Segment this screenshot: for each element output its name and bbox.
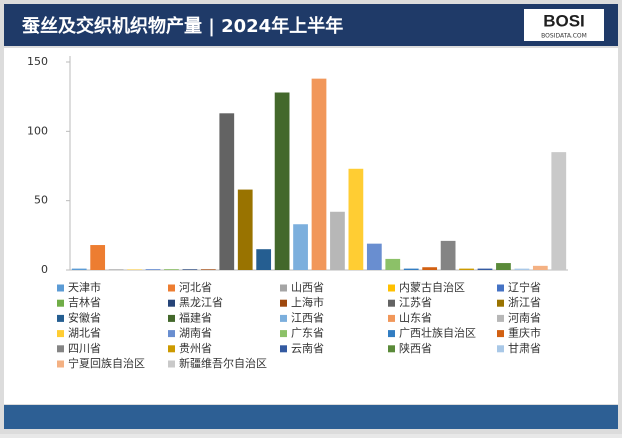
legend-label: 贵州省: [179, 342, 212, 355]
legend-swatch: [497, 315, 504, 322]
bar: [459, 269, 474, 270]
footer-band: [4, 405, 618, 429]
bar: [256, 249, 271, 270]
legend-label: 重庆市: [508, 326, 541, 340]
legend-label: 福建省: [179, 310, 212, 324]
legend-label: 辽宁省: [508, 280, 541, 294]
legend-swatch: [280, 285, 287, 292]
bar: [312, 79, 327, 270]
legend-swatch: [388, 315, 395, 322]
bar: [441, 241, 456, 270]
legend-swatch: [388, 345, 395, 352]
y-tick-label: 0: [41, 263, 48, 276]
bar: [238, 190, 253, 270]
legend-swatch: [388, 300, 395, 307]
legend-label: 上海市: [291, 295, 324, 309]
bar: [109, 269, 124, 270]
bar: [293, 224, 308, 270]
legend-swatch: [57, 345, 64, 352]
legend-label: 广东省: [291, 327, 324, 340]
legend-label: 湖南省: [179, 327, 212, 340]
bar: [551, 152, 566, 270]
bar: [422, 267, 437, 270]
legend-swatch: [497, 300, 504, 307]
legend-label: 河南省: [508, 311, 541, 324]
legend-swatch: [168, 285, 175, 292]
legend-swatch: [57, 330, 64, 337]
bar: [478, 269, 493, 270]
bar: [349, 169, 364, 270]
legend-label: 安徽省: [68, 310, 101, 324]
legend-swatch: [388, 285, 395, 292]
legend-swatch: [280, 330, 287, 337]
y-tick-label: 100: [27, 124, 48, 137]
legend-swatch: [57, 315, 64, 322]
bar: [90, 245, 105, 270]
bar: [496, 263, 511, 270]
bar: [385, 259, 400, 270]
legend-label: 黑龙江省: [179, 296, 223, 309]
bar: [146, 269, 161, 270]
legend-swatch: [168, 315, 175, 322]
logo: BOSI: [543, 11, 585, 30]
legend-label: 云南省: [291, 342, 324, 355]
legend-swatch: [168, 300, 175, 307]
legend-label: 江西省: [291, 311, 324, 324]
bar: [330, 212, 345, 270]
legend-swatch: [57, 361, 64, 368]
y-tick-label: 50: [34, 194, 48, 207]
logo-sub: BOSIDATA.COM: [541, 33, 587, 40]
legend-label: 广西壮族自治区: [399, 326, 476, 340]
bar: [515, 269, 530, 270]
legend-swatch: [497, 330, 504, 337]
legend-swatch: [497, 345, 504, 352]
legend-label: 河北省: [179, 281, 212, 294]
legend-swatch: [280, 315, 287, 322]
legend-swatch: [280, 345, 287, 352]
legend-label: 山西省: [291, 281, 324, 294]
bar: [275, 93, 290, 270]
bar: [201, 269, 216, 270]
legend-swatch: [280, 300, 287, 307]
bar: [219, 113, 234, 270]
legend-swatch: [168, 361, 175, 368]
legend-label: 新疆维吾尔自治区: [179, 356, 267, 370]
legend-label: 湖北省: [68, 327, 101, 340]
legend-label: 四川省: [68, 342, 101, 355]
legend-swatch: [388, 330, 395, 337]
legend-label: 宁夏回族自治区: [68, 356, 145, 370]
bar: [164, 269, 179, 270]
legend-swatch: [168, 330, 175, 337]
legend-label: 浙江省: [508, 296, 541, 309]
bar: [404, 269, 419, 270]
legend-label: 吉林省: [68, 295, 101, 309]
legend-label: 陕西省: [399, 341, 432, 355]
bar: [183, 269, 198, 270]
legend-label: 山东省: [399, 311, 432, 324]
bar: [367, 244, 382, 270]
legend-label: 江苏省: [399, 296, 432, 309]
chart-title: 蚕丝及交织机织物产量 | 2024年上半年: [21, 15, 343, 37]
legend-swatch: [497, 285, 504, 292]
legend-label: 天津市: [68, 280, 101, 294]
legend-label: 内蒙古自治区: [399, 280, 465, 294]
bar: [533, 266, 548, 270]
legend-swatch: [57, 285, 64, 292]
bar: [72, 269, 87, 270]
legend-label: 甘肃省: [508, 342, 541, 355]
legend-swatch: [57, 300, 64, 307]
legend-swatch: [168, 345, 175, 352]
y-tick-label: 150: [27, 55, 48, 68]
